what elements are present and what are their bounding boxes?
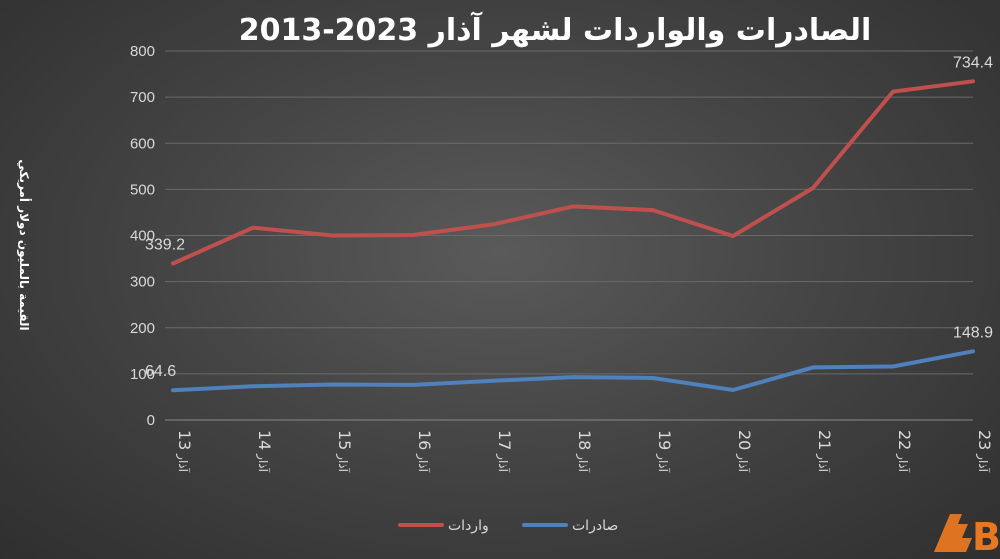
y-tick-label: 800 <box>130 43 155 60</box>
x-tick-label: آذار 20 <box>735 430 754 473</box>
series-lines <box>171 79 975 393</box>
series-line-1 <box>171 349 975 393</box>
x-tick-text: آذار 17 <box>495 430 514 473</box>
x-tick-text: آذار 14 <box>255 430 274 473</box>
y-tick-label: 600 <box>130 135 155 152</box>
data-label: 339.2 <box>145 237 185 254</box>
data-label: 148.9 <box>953 324 993 341</box>
x-tick-text: آذار 15 <box>335 430 354 473</box>
legend-label: واردات <box>448 518 489 534</box>
logo-mark <box>934 514 972 552</box>
x-tick-label: آذار 23 <box>975 430 994 473</box>
x-tick-text: آذار 16 <box>415 430 434 473</box>
x-tick-text: آذار 20 <box>735 430 754 473</box>
grid-lines <box>165 50 973 421</box>
series-line-0 <box>171 79 975 266</box>
x-tick-label: آذار 14 <box>255 430 274 473</box>
x-axis-ticks: آذار 13 آذار 14 آذار 15 آذار 16 آذار 17 آذار … <box>175 430 994 473</box>
y-tick-label: 300 <box>130 274 155 291</box>
y-tick-label: 200 <box>130 320 155 337</box>
data-label: 734.4 <box>953 54 993 71</box>
x-tick-text: آذار 13 <box>175 430 194 473</box>
legend: واردات صادرات <box>398 518 618 534</box>
y-tick-label: 0 <box>147 412 155 429</box>
data-labels: 339.2 734.4 64.6 148.9 <box>145 54 993 380</box>
chart-title: الصادرات والواردات لشهر آذار 2023-2013 <box>239 11 872 48</box>
y-axis-label: القيمة بالمليون دولار أمريكي <box>16 159 32 330</box>
brand-logo: B <box>934 514 1000 559</box>
x-tick-label: آذار 15 <box>335 430 354 473</box>
y-tick-label: 700 <box>130 89 155 106</box>
x-tick-label: آذار 18 <box>575 430 594 473</box>
legend-label: صادرات <box>572 518 618 534</box>
y-tick-label: 100 <box>130 366 155 383</box>
logo-letter: B <box>972 515 1000 559</box>
x-tick-label: آذار 21 <box>815 430 834 473</box>
x-tick-text: آذار 23 <box>975 430 994 473</box>
x-tick-label: آذار 19 <box>655 430 674 473</box>
x-tick-text: آذار 21 <box>815 430 834 473</box>
x-tick-label: آذار 13 <box>175 430 194 473</box>
x-tick-text: آذار 22 <box>895 430 914 473</box>
x-tick-label: آذار 22 <box>895 430 914 473</box>
x-tick-label: آذار 16 <box>415 430 434 473</box>
x-tick-text: آذار 19 <box>655 430 674 473</box>
y-axis-ticks: 0 100 200 300 400 500 600 700 800 <box>130 43 155 429</box>
x-tick-label: آذار 17 <box>495 430 514 473</box>
y-tick-label: 400 <box>130 228 155 245</box>
y-tick-label: 500 <box>130 181 155 198</box>
data-label: 64.6 <box>145 363 176 380</box>
x-tick-text: آذار 18 <box>575 430 594 473</box>
